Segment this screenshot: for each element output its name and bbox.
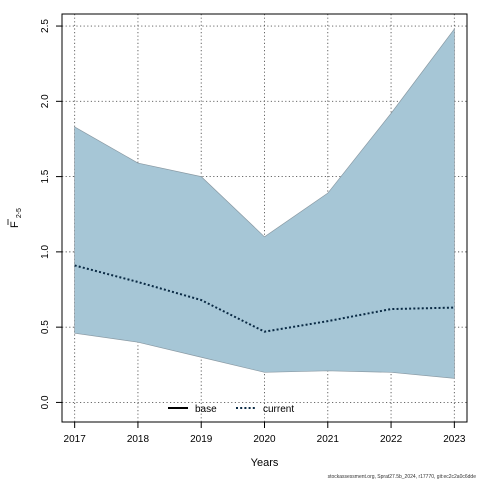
y-tick-label: 1.5 [40, 169, 51, 183]
legend: base current [168, 404, 294, 415]
x-axis: 2017 2018 2019 2020 2021 2022 2023 [64, 422, 466, 445]
x-tick-label: 2018 [127, 434, 150, 445]
x-tick-label: 2022 [380, 434, 403, 445]
y-tick-label: 2.5 [40, 19, 51, 33]
x-tick-label: 2020 [253, 434, 276, 445]
legend-label-current: current [263, 404, 294, 415]
y-axis: 0.0 0.5 1.0 1.5 2.0 2.5 [40, 19, 62, 409]
x-tick-label: 2023 [443, 434, 466, 445]
legend-label-base: base [195, 404, 217, 415]
y-tick-label: 2.0 [40, 94, 51, 108]
y-tick-label: 1.0 [40, 244, 51, 258]
x-tick-label: 2021 [317, 434, 340, 445]
y-axis-title-main: F 2-5 [9, 208, 23, 228]
y-tick-label: 0.5 [40, 320, 51, 334]
y-axis-title-subscript: 2-5 [16, 208, 23, 218]
footer-version-text: stockassessment.org, Sprat27.5b_2024, r1… [328, 474, 477, 480]
y-axis-title: F 2-5 [7, 208, 23, 228]
series-line-current [74, 264, 455, 333]
y-tick-label: 0.0 [40, 395, 51, 409]
series-lines [74, 264, 455, 333]
x-tick-label: 2017 [64, 434, 87, 445]
x-tick-label: 2019 [190, 434, 213, 445]
y-axis-title-letter: F [9, 221, 21, 228]
x-axis-title: Years [251, 457, 279, 469]
